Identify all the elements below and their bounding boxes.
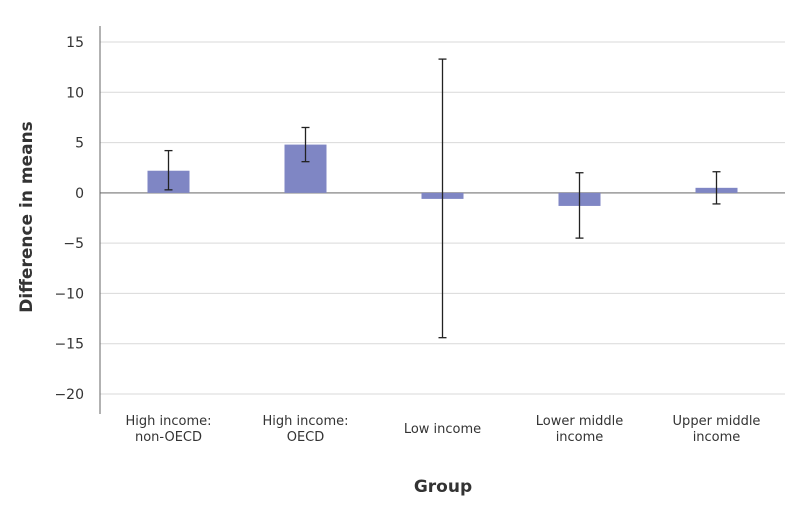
y-tick-label: −15 (54, 337, 84, 353)
x-tick-label: income (693, 430, 741, 445)
y-tick-label: −20 (54, 387, 84, 403)
y-axis-label: Difference in means (17, 121, 37, 313)
y-tick-label: 5 (75, 136, 84, 152)
x-axis-label: Group (414, 477, 472, 497)
x-tick-label: OECD (287, 430, 325, 445)
y-tick-label: −5 (63, 236, 84, 252)
x-tick-label: Lower middle (536, 414, 623, 429)
x-tick-label: non-OECD (135, 430, 202, 445)
x-tick-label: High income: (262, 414, 348, 429)
x-tick-label: High income: (125, 414, 211, 429)
y-tick-label: −10 (54, 286, 84, 302)
x-tick-label: Upper middle (673, 414, 761, 429)
x-tick-label: Low income (404, 422, 481, 437)
y-tick-label: 0 (75, 186, 84, 202)
y-tick-label: 10 (66, 85, 84, 101)
x-tick-label: income (556, 430, 604, 445)
y-tick-label: 15 (66, 35, 84, 51)
